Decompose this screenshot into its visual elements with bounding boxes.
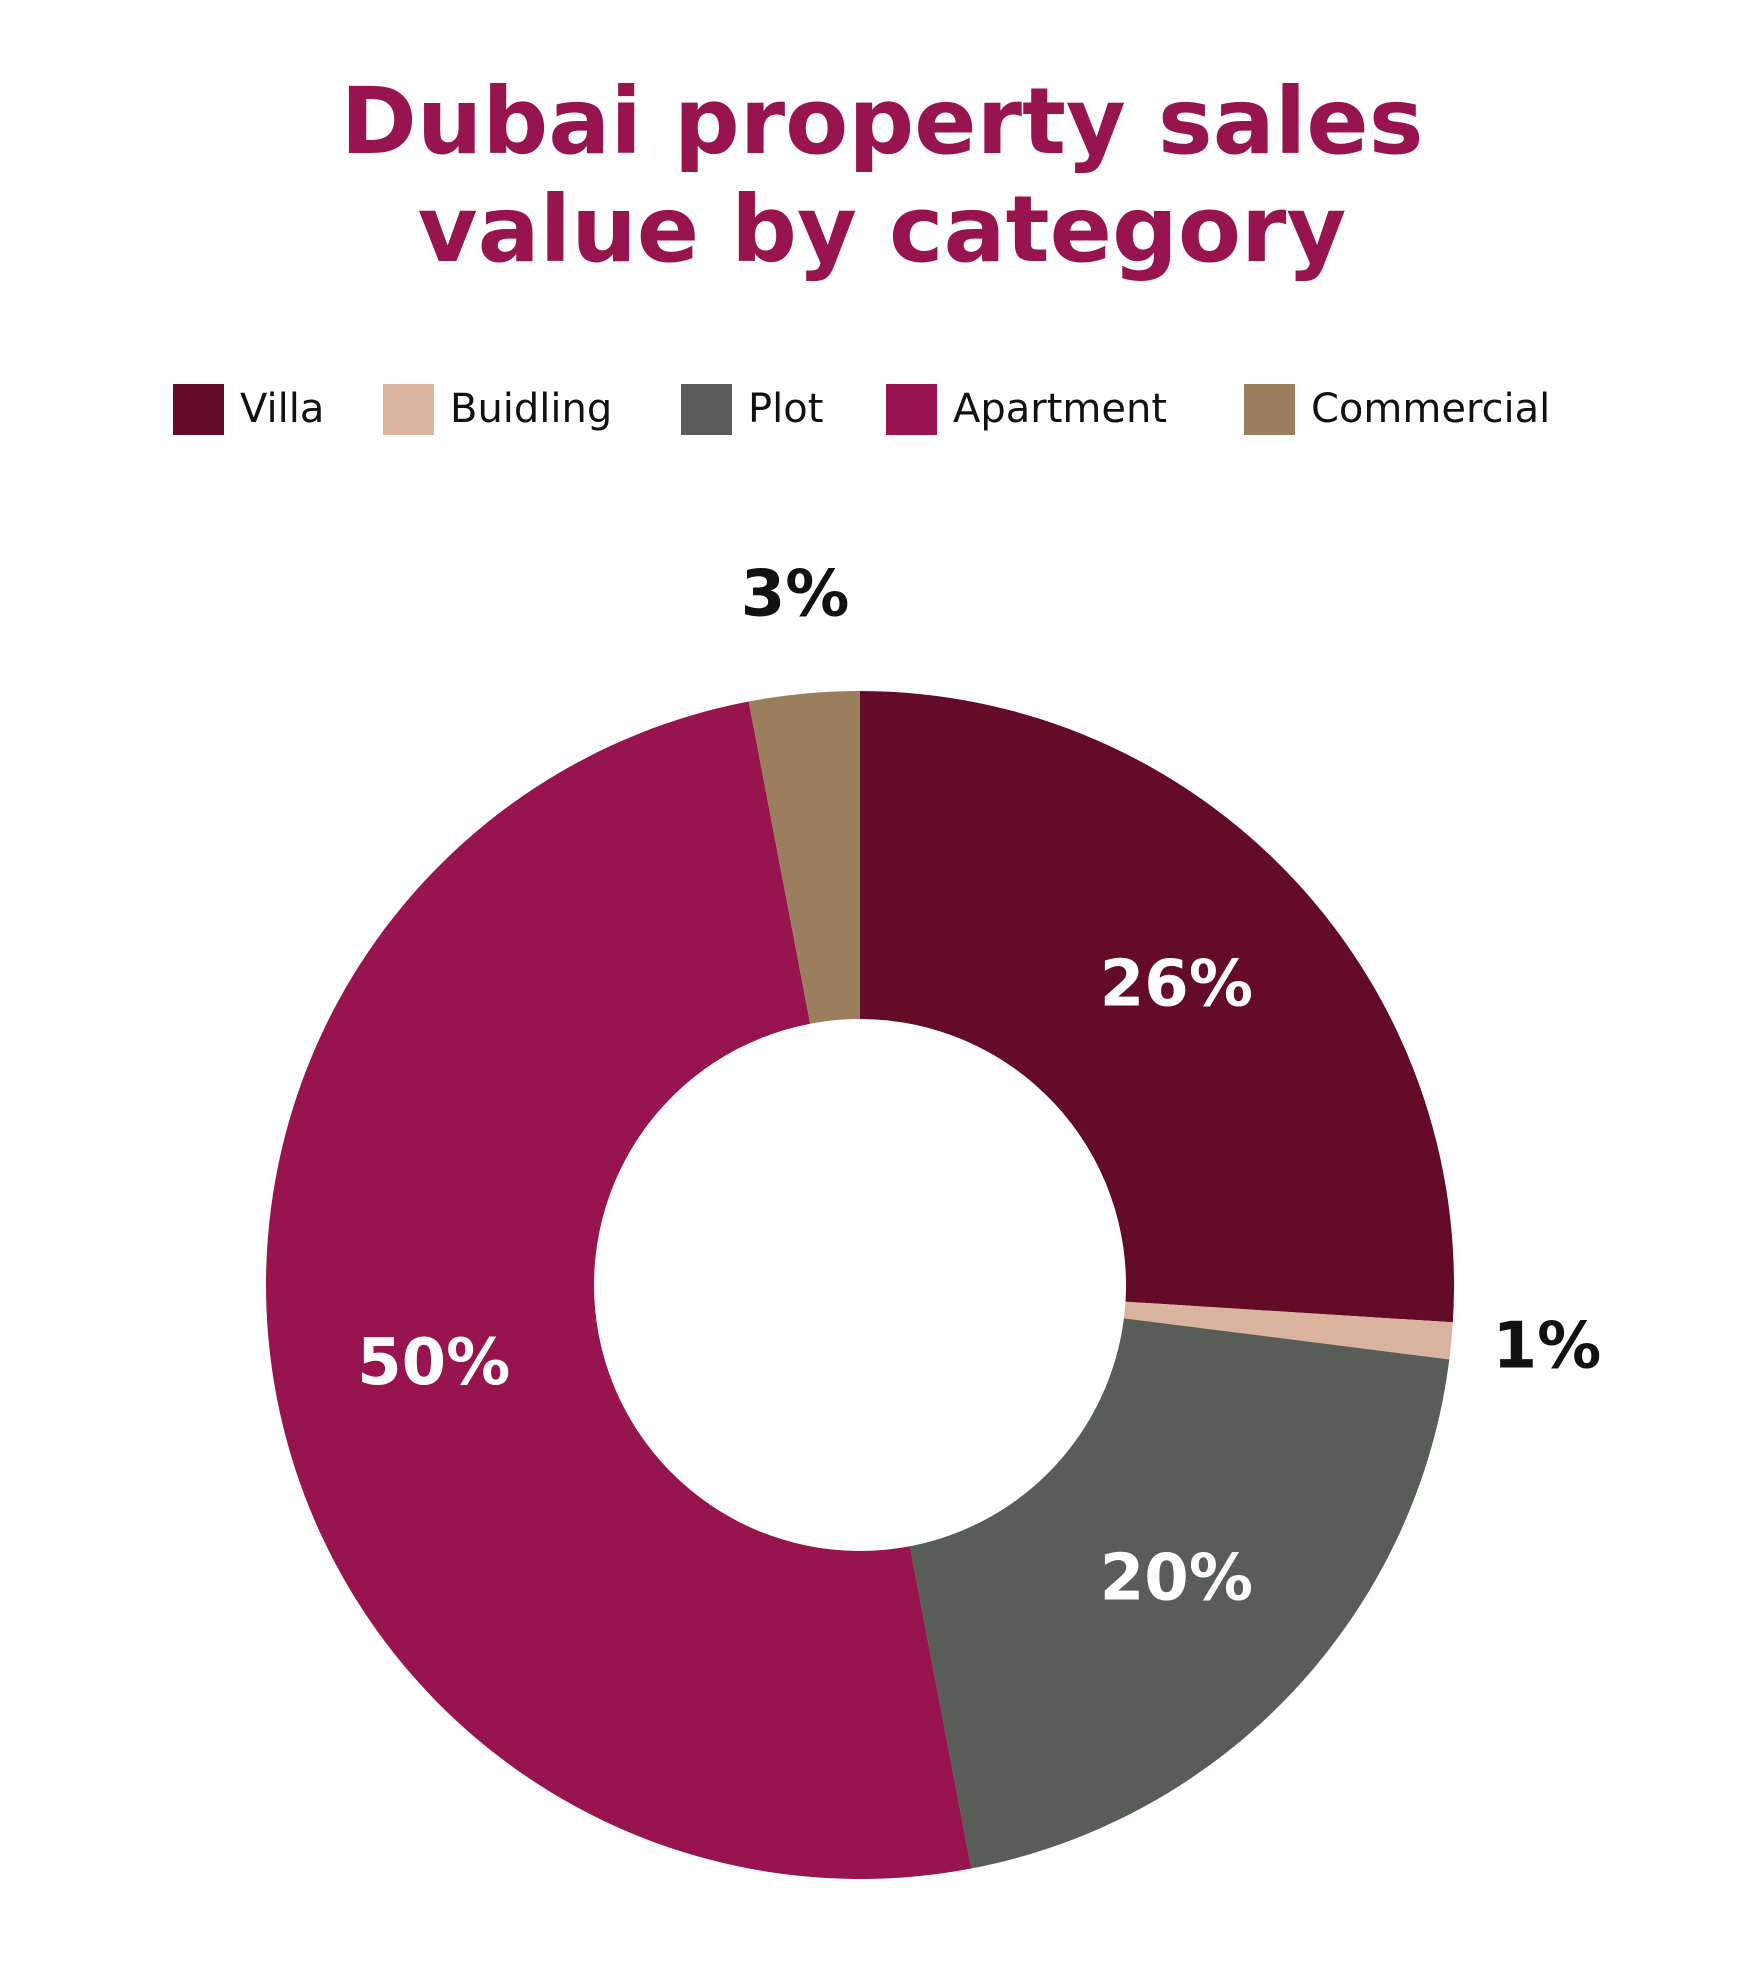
legend-swatch	[886, 384, 937, 435]
slice	[748, 691, 860, 1024]
value-label: 50%	[357, 1326, 510, 1400]
legend-label: Apartment	[953, 386, 1167, 432]
value-label: 26%	[1100, 947, 1253, 1021]
legend-swatch	[383, 384, 434, 435]
legend-label: Villa	[240, 386, 324, 432]
slice	[909, 1318, 1450, 1869]
value-label: 3%	[741, 558, 850, 632]
chart-title: Dubai property sales value by category	[341, 68, 1424, 283]
legend-label: Plot	[748, 386, 823, 432]
legend-swatch	[1244, 384, 1295, 435]
legend-swatch	[173, 384, 224, 435]
slice	[1123, 1301, 1453, 1360]
slice	[265, 701, 972, 1879]
value-label: 20%	[1100, 1542, 1253, 1616]
legend-swatch	[681, 384, 732, 435]
legend-label: Commercial	[1311, 386, 1550, 432]
slice	[860, 691, 1454, 1323]
legend-label: Buidling	[450, 386, 612, 432]
value-label: 1%	[1493, 1310, 1602, 1384]
